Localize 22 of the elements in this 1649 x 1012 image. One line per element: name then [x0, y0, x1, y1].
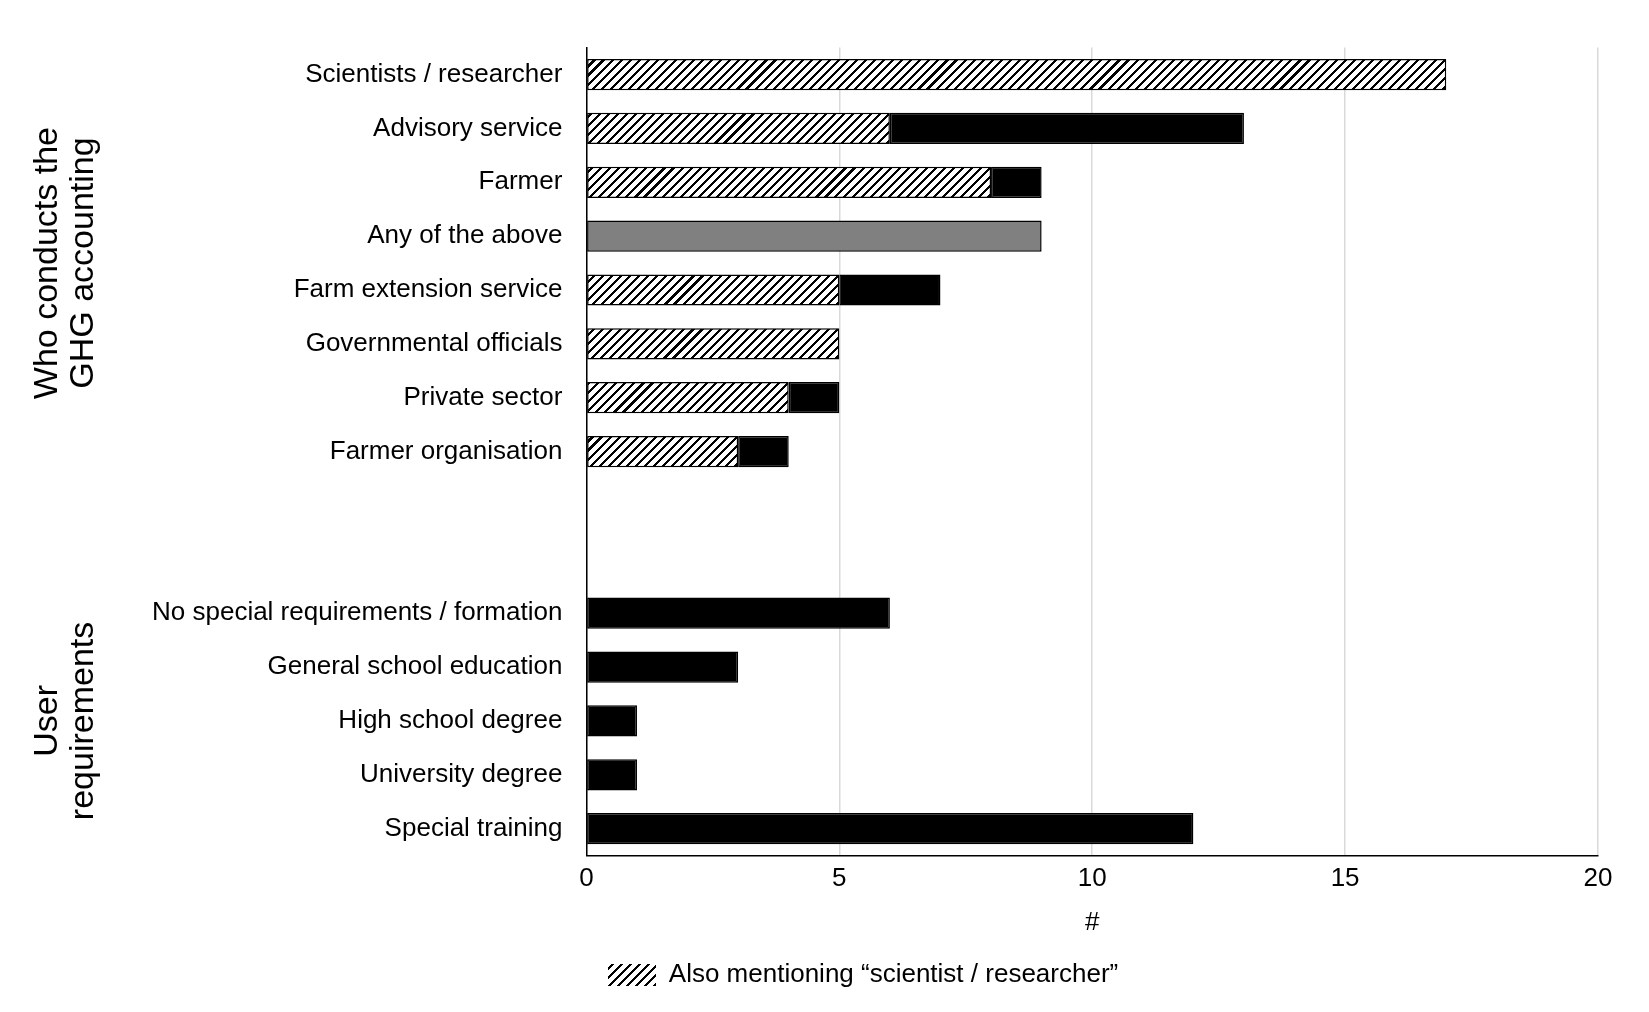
y-tick-label: University degree	[360, 757, 563, 788]
x-axis-title: #	[1084, 905, 1100, 936]
y-tick-label: Private sector	[403, 380, 563, 411]
text: Who conducts the GHG accounting	[26, 126, 101, 400]
y-tick-label: Farmer organisation	[329, 434, 563, 465]
y-tick-label: High school degree	[338, 704, 563, 735]
x-tick-label: 15	[1330, 862, 1360, 893]
y-tick-label: Scientists / researcher	[305, 57, 563, 88]
x-tick-label: 20	[1583, 862, 1613, 893]
text: User requirements	[26, 621, 101, 821]
legend-label: Also mentioning “scientist / researcher”	[668, 958, 1119, 989]
y-tick-label: No special requirements / formation	[152, 596, 563, 627]
x-tick-label: 10	[1077, 862, 1107, 893]
y-tick-label: Governmental officials	[305, 327, 563, 358]
y-tick-label: Any of the above	[367, 219, 563, 250]
x-tick-label: 5	[832, 862, 847, 893]
y-tick-label: Special training	[384, 811, 563, 842]
y-tick-label: Farm extension service	[293, 273, 563, 304]
y-tick-label: Farmer	[478, 165, 563, 196]
y-tick-label: Advisory service	[373, 111, 563, 142]
x-tick-label: 0	[579, 862, 594, 893]
y-tick-label: General school education	[267, 650, 563, 681]
